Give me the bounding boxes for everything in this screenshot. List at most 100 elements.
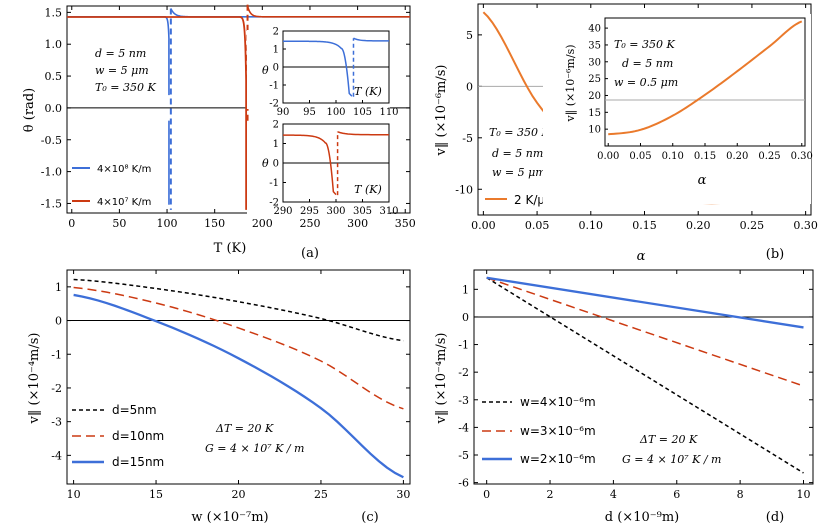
panel-a-inset-1-series-right xyxy=(353,37,389,42)
panel-c-ytick-label: 1 xyxy=(55,281,62,294)
panel-a-ticks: 0 50 100 150 200 250 300 350-1.5-1.0-0.50.00.51… xyxy=(41,6,416,230)
panel-b-inset-ytick-label: 30 xyxy=(588,57,601,68)
panel-a-xtick-label: 100 xyxy=(157,217,178,230)
panel-a-series-red-left xyxy=(67,16,248,210)
panel-b-inset-xtick-label: 0.25 xyxy=(758,151,780,162)
panel-c-legend-label-2: d=10nm xyxy=(112,429,164,443)
panel-c-xtick-label: 25 xyxy=(314,488,328,501)
panel-d-ytick-label: 1 xyxy=(462,283,469,296)
panel-b-inset-content: 0.00 0.05 0.10 0.15 0.20 0.25 0.30 10 15 20 25 30 35… xyxy=(588,20,813,162)
panel-b-inset-annotation-w: w = 0.5 μm xyxy=(614,76,678,89)
panel-a-inset-1-xtick-label: 95 xyxy=(303,107,316,118)
panel-a-inset-2-ytick-label: -1 xyxy=(269,178,279,189)
panel-c-xtick-label: 15 xyxy=(149,488,163,501)
panel-a-inset-2-series-right xyxy=(337,131,389,136)
panel-a-inset-1-ytick-label: 1 xyxy=(273,45,279,56)
panel-b-ytick-label: 0 xyxy=(466,80,473,93)
panel-b-inset-series xyxy=(608,20,803,136)
panel-c-ylabel: v‖ (×10⁻⁴m/s) xyxy=(27,332,42,424)
panel-a-inset-1-xtick-label: 100 xyxy=(326,107,345,118)
panel-d-frame xyxy=(473,269,814,485)
panel-b-inset-xlabel: α xyxy=(698,173,707,188)
panel-a-inset-1-ylabel: θ xyxy=(262,64,269,77)
panel-d-lines xyxy=(474,276,813,474)
panel-d-xtick-label: 10 xyxy=(796,488,810,501)
panel-a-inset-1-xtick-label: 105 xyxy=(353,107,372,118)
panel-b-inset-xtick-label: 0.05 xyxy=(629,151,651,162)
panel-a-annotation-w: w = 5 μm xyxy=(95,64,149,77)
panel-d-annotation-dt: ΔT = 20 K xyxy=(639,433,698,446)
panel-a-inset-2-ylabel: θ xyxy=(262,157,269,170)
panel-d-series-3 xyxy=(486,276,804,329)
panel-b-inset-ytick-label: 20 xyxy=(588,91,601,102)
panel-c-legend-label-3: d=15nm xyxy=(112,455,164,469)
panel-a-inset-2-xtick-label: 300 xyxy=(326,206,345,217)
panel-a-xlabel: T (K) xyxy=(214,241,247,256)
panel-d-ticks: 0 2 4 6 8 10 -6 -5 -4 -3 -2 -1 0 1 xyxy=(458,270,813,501)
panel-b-xtick-label: 0.20 xyxy=(686,219,711,232)
panel-c-annotation-dt: ΔT = 20 K xyxy=(215,422,274,435)
panel-a-legend-label-2: 4×10⁷ K/m xyxy=(97,197,151,208)
panel-b-inset-ytick-label: 40 xyxy=(588,24,601,35)
panel-a-inset-2-xtick-label: 305 xyxy=(353,206,372,217)
panel-c-ytick-label: -4 xyxy=(51,449,62,462)
panel-c-series-2 xyxy=(73,286,404,410)
panel-c-xlabel: w (×10⁻⁷m) xyxy=(191,510,268,525)
panel-a-inset-2-ytick-label: -2 xyxy=(269,198,279,209)
panel-d-xtick-label: 2 xyxy=(547,488,554,501)
panel-a-inset-1-xtick-label: 110 xyxy=(379,107,398,118)
panel-d-xtick-label: 6 xyxy=(673,488,680,501)
panel-a-ytick-label: -0.5 xyxy=(41,134,62,147)
panel-c-series-3 xyxy=(73,293,404,479)
panel-a-inset-2-xtick-label: 290 xyxy=(273,206,292,217)
panel-d-ytick-label: -3 xyxy=(458,394,469,407)
panel-c-lines xyxy=(67,278,410,479)
panel-a-inset-2-ytick-label: 1 xyxy=(273,139,279,150)
panel-a-inset-1-series xyxy=(283,40,353,97)
panel-a-frame xyxy=(66,5,411,214)
panel-b-annotation-w: w = 5 μm xyxy=(492,166,546,179)
panel-b-inset: 0.00 0.05 0.10 0.15 0.20 0.25 0.30 10 15 20 25 30 35… xyxy=(543,14,813,204)
panel-b-inset-xtick-label: 0.15 xyxy=(694,151,716,162)
panel-c-series-1 xyxy=(73,278,404,342)
panel-b-inset-ylabel: v‖ (×10⁻⁶m/s) xyxy=(564,44,578,122)
panel-a-inset-1-ytick-label: 0 xyxy=(273,63,279,74)
panel-d-ytick-label: -2 xyxy=(458,366,469,379)
panel-b-annotation-d: d = 5 nm xyxy=(492,147,543,160)
panel-d-label: (d) xyxy=(766,510,784,525)
panel-a-ytick-label: 0.5 xyxy=(45,70,63,83)
panel-b-inset-ytick-label: 25 xyxy=(588,74,601,85)
panel-b-inset-ytick-label: 15 xyxy=(588,108,601,119)
panel-a-xtick-label: 200 xyxy=(252,217,273,230)
panel-a-inset-2-xtick-label: 310 xyxy=(379,206,398,217)
panel-b-xtick-label: 0.30 xyxy=(793,219,818,232)
panel-b-ytick-label: -5 xyxy=(462,132,473,145)
panel-c-xtick-label: 20 xyxy=(232,488,246,501)
panel-b-ticks: 0.00 0.05 0.10 0.15 0.20 0.25 0.30 -10 -5 0 5 xyxy=(455,4,818,232)
panel-a-xtick-label: 0 xyxy=(68,217,75,230)
panel-b-inset-xtick-label: 0.20 xyxy=(726,151,748,162)
panel-b-xtick-label: 0.15 xyxy=(632,219,657,232)
panel-a: 0 50 100 150 200 250 300 350-1.5-1.0-0.50.00.51… xyxy=(22,4,416,261)
panel-b-xtick-label: 0.25 xyxy=(740,219,765,232)
panel-a-xtick-label: 250 xyxy=(299,217,320,230)
panel-a-inset-2-xlabel: T (K) xyxy=(354,183,382,196)
panel-a-annotation-d: d = 5 nm xyxy=(95,47,146,60)
panel-a-inset-1: 90 95 100 105 110 -2 -1 0 1 2 θ T (K) xyxy=(247,27,399,119)
panel-b-ylabel: v‖ (×10⁻⁶m/s) xyxy=(434,64,449,156)
panel-a-legend: 4×10⁸ K/m 4×10⁷ K/m xyxy=(72,164,151,208)
panel-a-ylabel: θ (rad) xyxy=(22,88,37,132)
panel-b-inset-xtick-label: 0.00 xyxy=(597,151,619,162)
panel-a-inset-2: 290 295 300 305 310 -2 -1 0 1 2 θ T (K) xyxy=(247,120,399,217)
panel-c-annotation-g: G = 4 × 10⁷ K / m xyxy=(205,442,304,455)
panel-b-xtick-label: 0.10 xyxy=(579,219,604,232)
panel-a-xtick-label: 300 xyxy=(347,217,368,230)
panel-a-series-red-right xyxy=(246,4,410,18)
panel-a-inset-1-content: 90 95 100 105 110 -2 -1 0 1 2 xyxy=(269,27,398,119)
panel-b-inset-annotation-t0: T₀ = 350 K xyxy=(614,38,675,51)
panel-a-ytick-label: 1.5 xyxy=(45,6,63,19)
panel-a-ytick-label: 1.0 xyxy=(45,38,63,51)
panel-c-ytick-label: -3 xyxy=(51,416,62,429)
panel-d-ytick-label: -1 xyxy=(458,339,469,352)
